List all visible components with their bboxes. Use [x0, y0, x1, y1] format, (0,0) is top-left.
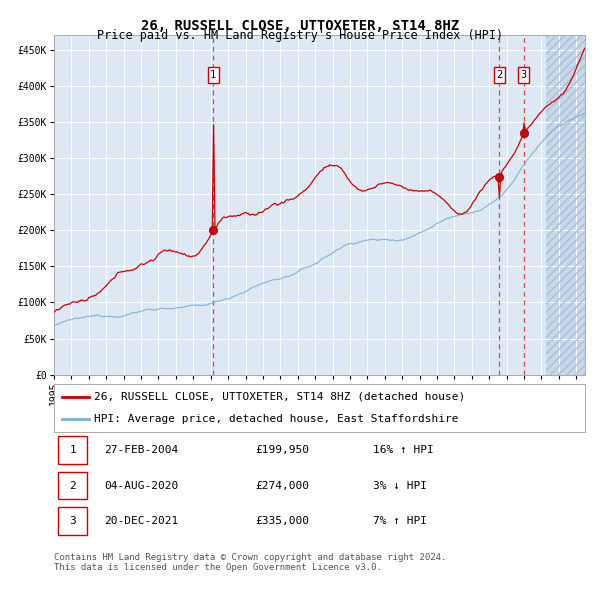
- Text: 20-DEC-2021: 20-DEC-2021: [104, 516, 179, 526]
- Text: £335,000: £335,000: [256, 516, 310, 526]
- Bar: [546, 35, 585, 375]
- Text: Contains HM Land Registry data © Crown copyright and database right 2024.: Contains HM Land Registry data © Crown c…: [54, 553, 446, 562]
- Text: £199,950: £199,950: [256, 445, 310, 455]
- Text: 3: 3: [520, 70, 527, 80]
- Text: This data is licensed under the Open Government Licence v3.0.: This data is licensed under the Open Gov…: [54, 563, 382, 572]
- FancyBboxPatch shape: [58, 437, 88, 464]
- Bar: [546, 35, 585, 375]
- Text: Price paid vs. HM Land Registry's House Price Index (HPI): Price paid vs. HM Land Registry's House …: [97, 30, 503, 42]
- Text: 2: 2: [496, 70, 502, 80]
- Text: 1: 1: [69, 445, 76, 455]
- Text: 3% ↓ HPI: 3% ↓ HPI: [373, 481, 427, 490]
- Text: 27-FEB-2004: 27-FEB-2004: [104, 445, 179, 455]
- Text: 7% ↑ HPI: 7% ↑ HPI: [373, 516, 427, 526]
- FancyBboxPatch shape: [58, 472, 88, 499]
- Text: 3: 3: [69, 516, 76, 526]
- Text: 16% ↑ HPI: 16% ↑ HPI: [373, 445, 433, 455]
- Text: 1: 1: [210, 70, 217, 80]
- Text: 04-AUG-2020: 04-AUG-2020: [104, 481, 179, 490]
- FancyBboxPatch shape: [58, 507, 88, 535]
- Text: 26, RUSSELL CLOSE, UTTOXETER, ST14 8HZ (detached house): 26, RUSSELL CLOSE, UTTOXETER, ST14 8HZ (…: [94, 392, 465, 402]
- Text: 26, RUSSELL CLOSE, UTTOXETER, ST14 8HZ: 26, RUSSELL CLOSE, UTTOXETER, ST14 8HZ: [141, 19, 459, 33]
- Text: HPI: Average price, detached house, East Staffordshire: HPI: Average price, detached house, East…: [94, 414, 458, 424]
- Text: 2: 2: [69, 481, 76, 490]
- Text: £274,000: £274,000: [256, 481, 310, 490]
